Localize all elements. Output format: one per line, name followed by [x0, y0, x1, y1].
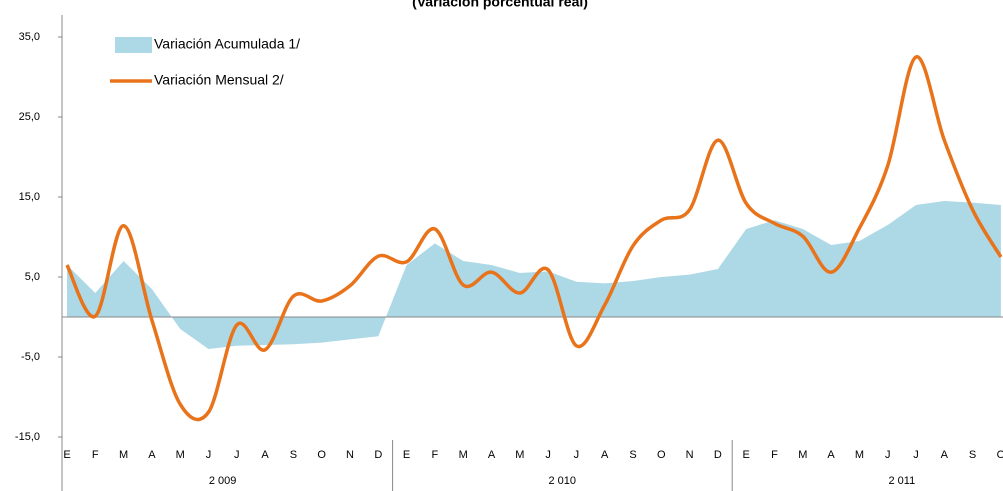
y-tick-label: -5,0: [21, 351, 40, 363]
x-tick-label: F: [92, 449, 99, 461]
year-label: 2 011: [888, 475, 915, 487]
y-tick-label: 35,0: [19, 31, 40, 43]
x-tick-label: S: [290, 449, 297, 461]
x-tick-label: J: [234, 449, 240, 461]
y-tick-label: 25,0: [19, 111, 40, 123]
x-tick-label: D: [374, 449, 382, 461]
x-tick-label: O: [657, 449, 666, 461]
y-tick-label: 15,0: [19, 191, 40, 203]
x-tick-label: E: [743, 449, 750, 461]
x-tick-label: D: [714, 449, 722, 461]
x-tick-label: S: [969, 449, 976, 461]
x-tick-label: N: [346, 449, 354, 461]
year-label: 2 009: [209, 475, 237, 487]
x-tick-label: A: [261, 449, 269, 461]
year-label: 2 010: [548, 475, 576, 487]
x-tick-label: A: [827, 449, 835, 461]
x-tick-label: M: [798, 449, 807, 461]
x-tick-label: E: [403, 449, 410, 461]
x-tick-label: A: [601, 449, 609, 461]
x-tick-label: O: [997, 449, 1003, 461]
x-tick-label: S: [629, 449, 636, 461]
x-tick-label: J: [913, 449, 919, 461]
x-tick-label: M: [855, 449, 864, 461]
x-tick-label: A: [488, 449, 496, 461]
x-tick-label: A: [148, 449, 156, 461]
y-tick-label: 5,0: [25, 271, 40, 283]
x-tick-label: M: [176, 449, 185, 461]
x-tick-label: J: [885, 449, 891, 461]
x-tick-label: J: [574, 449, 580, 461]
x-tick-label: J: [545, 449, 551, 461]
x-tick-label: M: [459, 449, 468, 461]
legend-label: Variación Mensual 2/: [154, 72, 284, 88]
x-tick-label: O: [317, 449, 326, 461]
y-tick-label: -15,0: [15, 431, 40, 443]
x-tick-label: M: [119, 449, 128, 461]
line: [65, 55, 1003, 422]
x-tick-label: N: [686, 449, 694, 461]
chart-title: (Variación porcentual real): [412, 0, 588, 10]
legend-swatch: [115, 37, 152, 53]
x-tick-label: M: [515, 449, 524, 461]
x-tick-label: F: [771, 449, 778, 461]
x-tick-label: A: [941, 449, 949, 461]
x-tick-label: E: [63, 449, 70, 461]
x-tick-label: F: [432, 449, 439, 461]
legend-label: Variación Acumulada 1/: [154, 36, 300, 52]
x-tick-label: J: [206, 449, 212, 461]
